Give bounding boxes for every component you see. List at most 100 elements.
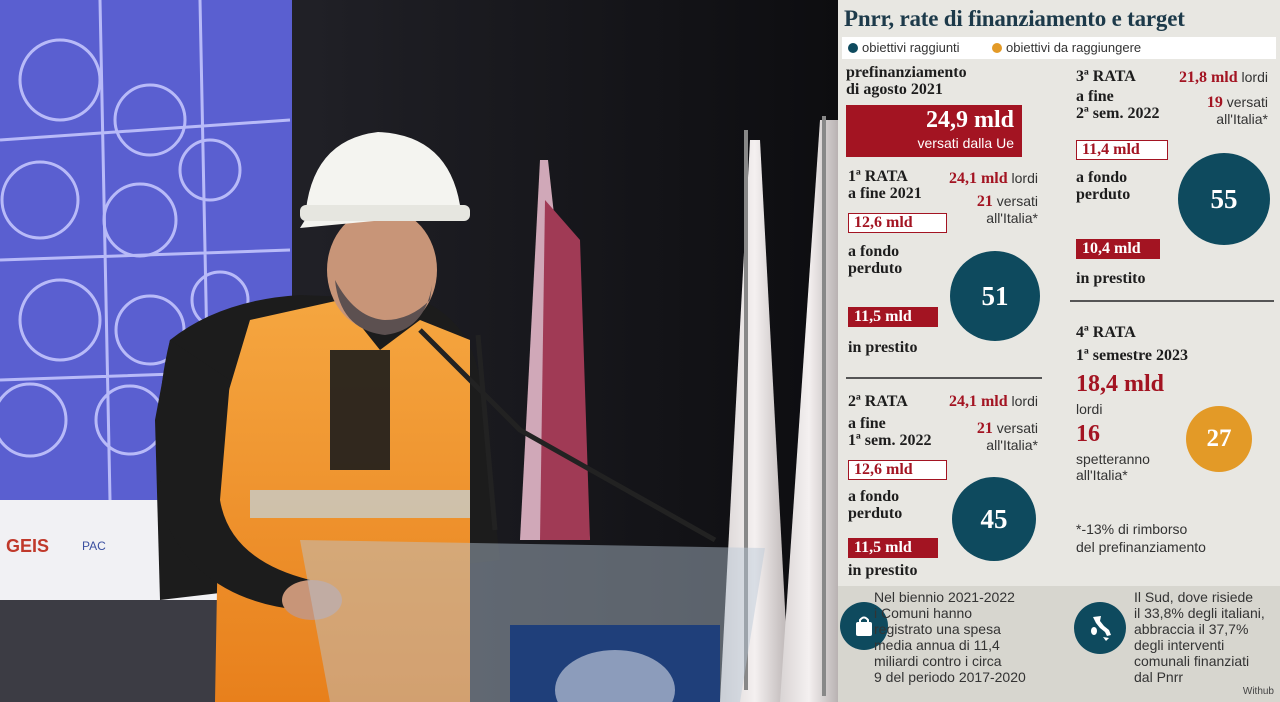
rata4-paid-amount: 16 bbox=[1076, 421, 1100, 447]
credit: Withub bbox=[1242, 686, 1274, 697]
rata3-gross-amount: 21,8 mld bbox=[1178, 69, 1238, 86]
rata1-gross-label: lordi bbox=[1011, 170, 1038, 186]
rata3-grant-box: 11,4 mld bbox=[1076, 140, 1168, 160]
rata2-gross: 24,1 mld lordi bbox=[934, 393, 1038, 410]
prefin-line2: di agosto 2021 bbox=[846, 81, 943, 98]
rata3-loan-label: in prestito bbox=[1076, 270, 1146, 287]
sponsor-logo-2: PAC bbox=[82, 539, 106, 553]
rata4-paid-labels: spetteranno all'Italia* bbox=[1076, 451, 1150, 483]
rata1-loan-label: in prestito bbox=[848, 339, 918, 356]
rata1-gross: 24,1 mld lordi bbox=[934, 170, 1038, 187]
legend-reached: obiettivi raggiunti bbox=[848, 40, 960, 55]
rata3-paid-amount: 19 bbox=[1206, 94, 1223, 111]
rata4-title-line1: 4ª RATA bbox=[1076, 324, 1136, 341]
rata1-title-line2: a fine 2021 bbox=[848, 185, 922, 202]
shopping-bag-icon-glyph bbox=[856, 616, 872, 636]
rata1-grant-label: a fondo perduto bbox=[848, 243, 902, 277]
rata2-paid-amount: 21 bbox=[976, 420, 993, 437]
rata1-title-line1: 1ª RATA bbox=[848, 168, 908, 185]
rata4-gross-label: lordi bbox=[1076, 401, 1103, 417]
rata3-grant-l1: a fondo bbox=[1076, 169, 1128, 186]
rata3-paid: 19 versati all'Italia* bbox=[1178, 94, 1268, 127]
rata2-loan-label: in prestito bbox=[848, 562, 918, 579]
rata3-grant-label: a fondo perduto bbox=[1076, 169, 1130, 203]
rata2-loan-box: 11,5 mld bbox=[848, 538, 938, 558]
bottom-right-line: il 33,8% degli italiani, bbox=[1134, 605, 1265, 621]
rata2-gross-label: lordi bbox=[1011, 393, 1038, 409]
rata1-paid-label: versati bbox=[996, 193, 1038, 209]
rata2-title-line3: 1ª sem. 2022 bbox=[848, 432, 932, 449]
rata2-grant-l2: perduto bbox=[848, 505, 903, 522]
rata1-paid: 21 versati all'Italia* bbox=[948, 193, 1038, 226]
footnote: *-13% di rimborso del prefinanziamento bbox=[1076, 521, 1206, 555]
rata1-grant-l2: perduto bbox=[848, 260, 903, 277]
rata1-targets-circle: 51 bbox=[950, 251, 1040, 341]
rata1-paid-amount: 21 bbox=[976, 193, 993, 210]
orange-dot-icon bbox=[992, 43, 1002, 53]
rata2-paid-label: versati bbox=[996, 420, 1038, 436]
rata2-title-line1: 2ª RATA bbox=[848, 393, 908, 410]
rata1-loan-box: 11,5 mld bbox=[848, 307, 938, 327]
rata2-grant-box: 12,6 mld bbox=[848, 460, 947, 480]
prefin-title: prefinanziamento di agosto 2021 bbox=[846, 64, 967, 98]
rata3-title-line3: 2ª sem. 2022 bbox=[1076, 105, 1160, 122]
rata2-gross-amount: 24,1 mld bbox=[948, 393, 1008, 410]
rata4-paid-label2: all'Italia* bbox=[1076, 467, 1128, 483]
rata2-targets-circle: 45 bbox=[952, 477, 1036, 561]
bottom-left-line: i Comuni hanno bbox=[874, 605, 973, 621]
bottom-left-line: Nel biennio 2021-2022 bbox=[874, 589, 1015, 605]
rata3-paid-label: versati bbox=[1226, 94, 1268, 110]
bottom-left-text: Nel biennio 2021-2022 i Comuni hanno reg… bbox=[874, 589, 1026, 685]
legend: obiettivi raggiunti obiettivi da raggiun… bbox=[842, 37, 1276, 59]
rata3-targets-circle: 55 bbox=[1178, 153, 1270, 245]
footnote-line2: del prefinanziamento bbox=[1076, 539, 1206, 555]
bottom-left-line: 9 del periodo 2017-2020 bbox=[874, 669, 1026, 685]
rata3-loan-box: 10,4 mld bbox=[1076, 239, 1160, 259]
rata4-paid-label: spetteranno bbox=[1076, 451, 1150, 467]
infographic-title: Pnrr, rate di finanziamento e target bbox=[844, 6, 1185, 31]
shopping-bag-icon bbox=[840, 602, 888, 650]
rata3-title-line2: a fine bbox=[1076, 88, 1114, 105]
bottom-right-line: abbraccia il 37,7% bbox=[1134, 621, 1249, 637]
rata4-targets-circle: 27 bbox=[1186, 406, 1252, 472]
rata3-gross: 21,8 mld lordi bbox=[1160, 69, 1268, 86]
divider-left bbox=[846, 377, 1042, 379]
prefin-amount-box: 24,9 mld versati dalla Ue bbox=[846, 105, 1022, 157]
bottom-right-text: Il Sud, dove risiede il 33,8% degli ital… bbox=[1134, 589, 1265, 685]
rata2-grant-label: a fondo perduto bbox=[848, 488, 902, 522]
rata2-title: 2ª RATA a fine 1ª sem. 2022 bbox=[848, 393, 931, 449]
rata4-title-line2: 1ª semestre 2023 bbox=[1076, 347, 1189, 364]
rata1-title: 1ª RATA a fine 2021 bbox=[848, 168, 922, 202]
rata2-paid: 21 versati all'Italia* bbox=[948, 420, 1038, 453]
teal-dot-icon bbox=[848, 43, 858, 53]
prefin-amount: 24,9 mld bbox=[925, 107, 1014, 133]
rata2-title-line2: a fine bbox=[848, 415, 886, 432]
bottom-left-line: media annua di 11,4 bbox=[874, 637, 1000, 653]
italy-map-icon-glyph bbox=[1091, 616, 1111, 641]
rata2-grant-l1: a fondo bbox=[848, 488, 900, 505]
legend-reached-label: obiettivi raggiunti bbox=[862, 40, 960, 55]
rata3-gross-label: lordi bbox=[1241, 69, 1268, 85]
bottom-left-line: miliardi contro i circa bbox=[874, 653, 1002, 669]
divider-right bbox=[1070, 300, 1274, 302]
rata3-title: 3ª RATA a fine 2ª sem. 2022 bbox=[1076, 68, 1159, 122]
rata2-paid-label2: all'Italia* bbox=[986, 437, 1038, 453]
rata3-paid-label2: all'Italia* bbox=[1216, 111, 1268, 127]
legend-to-reach: obiettivi da raggiungere bbox=[992, 40, 1141, 55]
rata3-title-line1: 3ª RATA bbox=[1076, 68, 1136, 85]
bottom-right-line: Il Sud, dove risiede bbox=[1134, 589, 1254, 605]
bottom-strip: Nel biennio 2021-2022 i Comuni hanno reg… bbox=[838, 586, 1280, 702]
rata4-gross-amount: 18,4 mld bbox=[1076, 371, 1165, 397]
rata3-grant-l2: perduto bbox=[1076, 186, 1131, 203]
footnote-line1: *-13% di rimborso bbox=[1076, 521, 1188, 537]
speaker-photo: GEIS PAC bbox=[0, 0, 838, 702]
speaker-photo-illustration: GEIS PAC bbox=[0, 0, 838, 702]
bottom-left-line: registrato una spesa bbox=[874, 621, 1001, 637]
rata1-grant-l1: a fondo bbox=[848, 243, 900, 260]
rata1-paid-label2: all'Italia* bbox=[986, 210, 1038, 226]
bottom-right-line: degli interventi bbox=[1134, 637, 1225, 653]
italy-map-icon bbox=[1074, 602, 1126, 654]
prefin-note: versati dalla Ue bbox=[917, 135, 1015, 151]
rata1-gross-amount: 24,1 mld bbox=[948, 170, 1008, 187]
infographic-panel: Pnrr, rate di finanziamento e target obi… bbox=[838, 0, 1280, 702]
